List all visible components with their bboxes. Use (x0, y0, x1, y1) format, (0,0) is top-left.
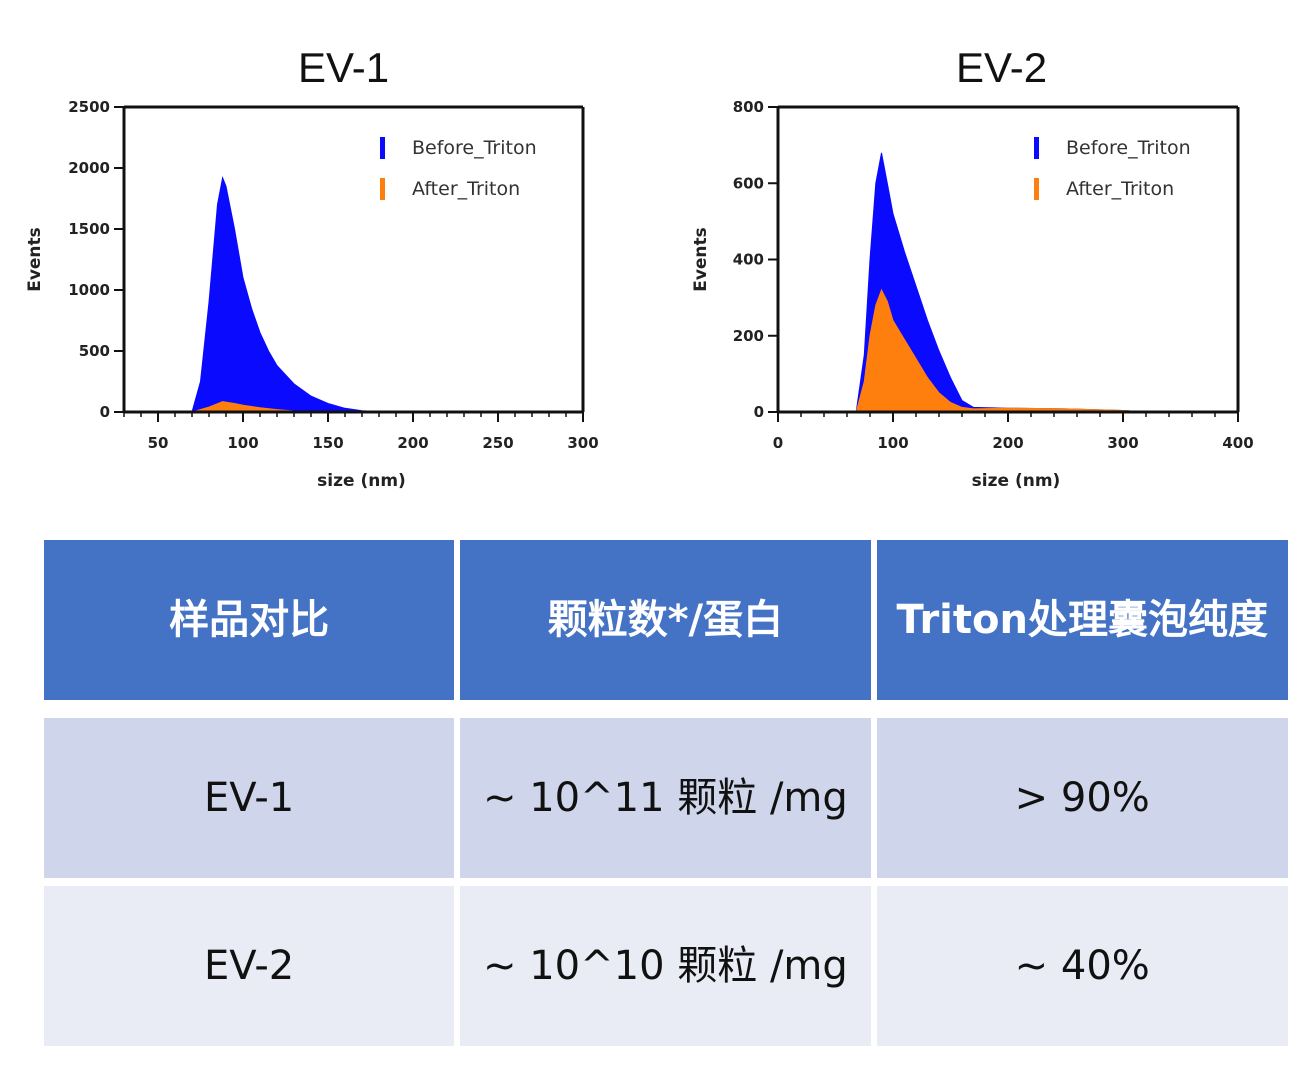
ev1-xtick-label: 250 (482, 434, 513, 452)
ev2-legend-label: Before_Triton (1066, 137, 1191, 159)
ev1-xtick-label: 300 (567, 434, 598, 452)
ev2-y-axis-label: Events (691, 227, 711, 292)
cell-sample: EV-2 (44, 878, 455, 1046)
ev1-xtick-label: 50 (148, 434, 169, 452)
chart-title-ev1: EV-1 (298, 44, 390, 91)
ev2-legend-swatch (1034, 178, 1039, 200)
ev2-ytick-label: 800 (733, 98, 764, 116)
ev1-ytick-label: 2500 (68, 98, 110, 116)
chart-title-ev2: EV-2 (956, 44, 1048, 91)
header-particles: 颗粒数*/蛋白 (460, 540, 871, 718)
ev2-legend-swatch (1034, 137, 1039, 159)
ev2-legend-label: After_Triton (1066, 178, 1174, 200)
ev1-xtick-label: 100 (227, 434, 258, 452)
summary-table: 样品对比 颗粒数*/蛋白 Triton处理囊泡纯度 EV-1 ~ 10^11 颗… (38, 540, 1294, 1046)
header-sample: 样品对比 (44, 540, 455, 718)
ev1-legend-label: After_Triton (412, 178, 520, 200)
ev2-x-axis-label: size (nm) (972, 471, 1061, 491)
ev2-ytick-label: 200 (733, 327, 764, 345)
ev2-xtick-label: 400 (1222, 434, 1253, 452)
header-purity: Triton处理囊泡纯度 (876, 540, 1288, 718)
ev1-x-axis-label: size (nm) (317, 471, 406, 491)
ev1-legend-swatch (380, 137, 385, 159)
ev1-series-before-triton (191, 176, 397, 413)
cell-particles: ~ 10^10 颗粒 /mg (460, 878, 871, 1046)
ev1-xtick-label: 200 (397, 434, 428, 452)
ev2-xtick-label: 100 (877, 434, 908, 452)
table-row: EV-2 ~ 10^10 颗粒 /mg ~ 40% (44, 878, 1288, 1046)
cell-particles: ~ 10^11 颗粒 /mg (460, 718, 871, 878)
ev2-xtick-label: 0 (773, 434, 783, 452)
ev1-legend-label: Before_Triton (412, 137, 537, 159)
ev2-xtick-label: 200 (992, 434, 1023, 452)
ev2-ytick-label: 600 (733, 174, 764, 192)
ev1-ytick-label: 1000 (68, 281, 110, 299)
cell-purity: > 90% (876, 718, 1288, 878)
ev2-xtick-label: 300 (1107, 434, 1138, 452)
ev1-ytick-label: 1500 (68, 220, 110, 238)
ev1-y-axis-label: Events (25, 227, 45, 292)
ev1-ytick-label: 0 (100, 403, 110, 421)
ev1-ytick-label: 500 (79, 342, 110, 360)
ev2-ytick-label: 400 (733, 251, 764, 269)
cell-sample: EV-1 (44, 718, 455, 878)
table-header-row: 样品对比 颗粒数*/蛋白 Triton处理囊泡纯度 (44, 540, 1288, 718)
ev1-ytick-label: 2000 (68, 159, 110, 177)
ev2-series-after-triton (855, 288, 1147, 413)
ev1-legend-swatch (380, 178, 385, 200)
cell-purity: ~ 40% (876, 878, 1288, 1046)
ev1-xtick-label: 150 (312, 434, 343, 452)
ev2-ytick-label: 0 (754, 403, 764, 421)
table-row: EV-1 ~ 10^11 颗粒 /mg > 90% (44, 718, 1288, 878)
